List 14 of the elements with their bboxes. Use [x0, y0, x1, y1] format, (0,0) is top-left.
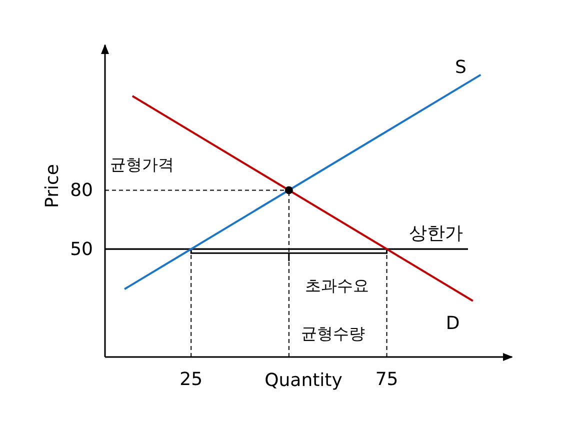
y-tick-label: 50: [70, 239, 93, 260]
ref-line-label: 균형수량: [300, 324, 365, 343]
series-label: D: [446, 312, 460, 334]
ref-line-label: 상한가: [409, 223, 463, 244]
ref-line-label: 균형가격: [110, 155, 174, 174]
x-tick-label: 75: [375, 369, 398, 390]
y-tick-label: 80: [70, 180, 93, 202]
series-label: S: [454, 56, 466, 78]
annotation: 초과수요: [304, 276, 369, 296]
ref-line: 상한가: [105, 223, 468, 250]
x-axis-title: Quantity: [264, 370, 343, 391]
y-axis-title: Price: [42, 164, 63, 208]
ref-line: 균형가격: [104, 155, 290, 191]
x-tick-label: 25: [180, 369, 203, 390]
